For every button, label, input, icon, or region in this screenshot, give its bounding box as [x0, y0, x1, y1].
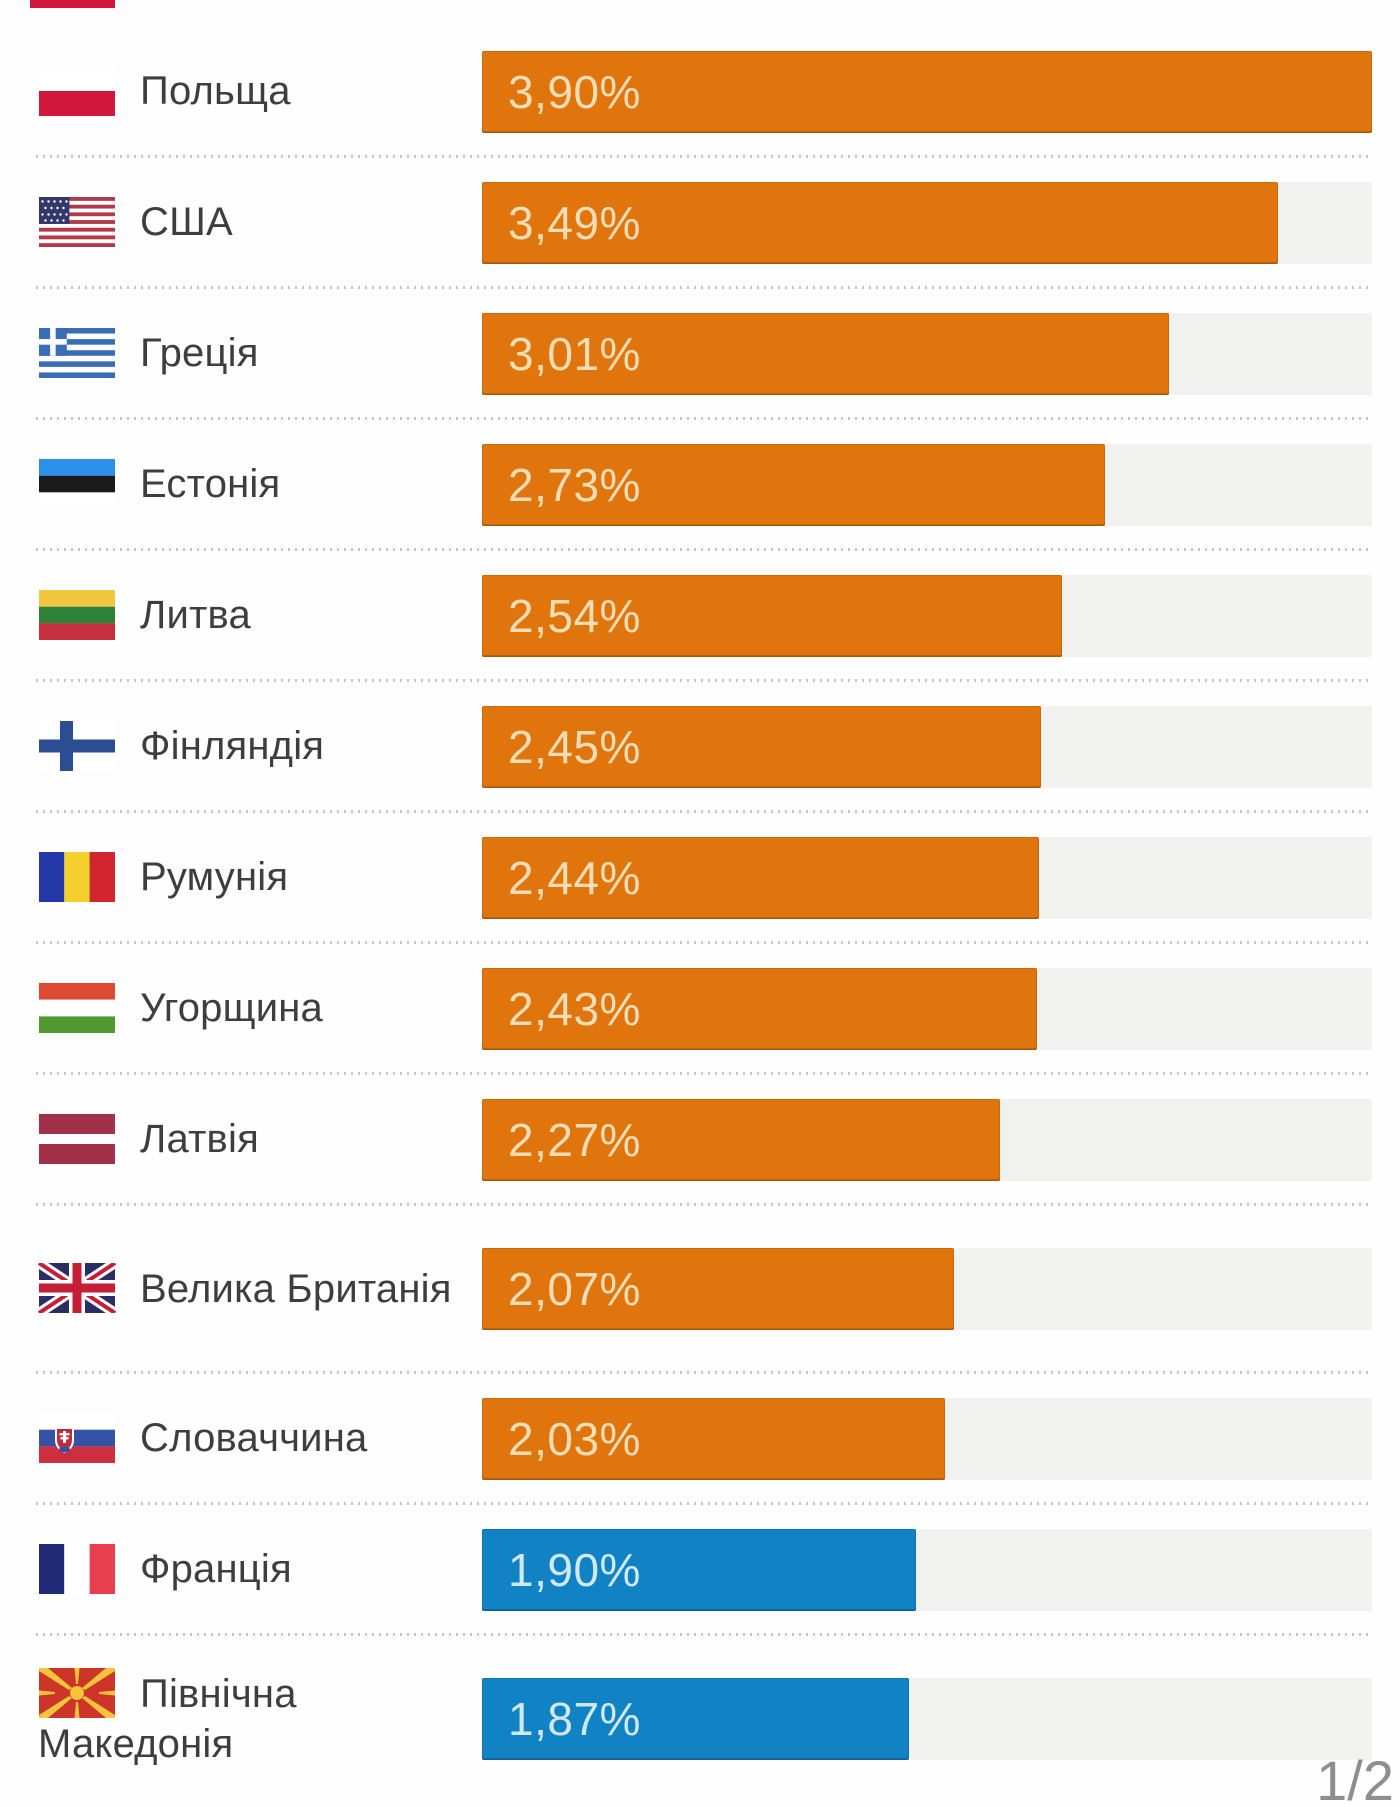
- country-label: Латвія: [0, 1113, 482, 1164]
- bar-track: 3,49%: [482, 181, 1372, 264]
- flag-estonia-icon: [39, 458, 115, 509]
- table-row: Північна Македонія 1,87%: [0, 1635, 1400, 1803]
- value-label: 1,87%: [508, 1693, 641, 1745]
- flag-uk-icon: [38, 1263, 116, 1314]
- country-name: Велика Британія: [140, 1266, 452, 1311]
- bar-track: 2,45%: [482, 705, 1372, 788]
- country-name: Франція: [140, 1547, 292, 1592]
- bar-track: 2,54%: [482, 574, 1372, 657]
- table-row: Угорщина 2,43%: [0, 943, 1400, 1075]
- bar-macedonia: 1,87%: [482, 1678, 909, 1760]
- flag-greece-icon: [39, 327, 115, 378]
- country-label: Північна Македонія: [0, 1668, 482, 1770]
- flag-lithuania-icon: [39, 589, 115, 640]
- table-row: Франція 1,90%: [0, 1504, 1400, 1636]
- country-name: Греція: [140, 331, 259, 376]
- value-label: 2,03%: [508, 1412, 641, 1465]
- value-label: 2,44%: [508, 851, 641, 904]
- bar-france: 1,90%: [482, 1528, 916, 1611]
- country-name: США: [140, 200, 233, 245]
- value-label: 2,43%: [508, 982, 641, 1035]
- table-row: Румунія 2,44%: [0, 812, 1400, 944]
- bar-track: 1,90%: [482, 1528, 1372, 1611]
- flag-romania-icon: [39, 851, 115, 902]
- country-label: Франція: [0, 1543, 482, 1594]
- flag-france-icon: [39, 1543, 115, 1594]
- table-row: Греція 3,01%: [0, 288, 1400, 420]
- country-name: Литва: [140, 593, 251, 638]
- country-name: Словаччина: [140, 1416, 368, 1461]
- country-name: Польща: [140, 69, 291, 114]
- value-label: 3,01%: [508, 327, 641, 380]
- flag-latvia-icon: [39, 1113, 115, 1164]
- value-label: 3,49%: [508, 196, 641, 249]
- country-label: Велика Британія: [0, 1263, 482, 1314]
- country-label: Угорщина: [0, 982, 482, 1033]
- bar-track: 2,44%: [482, 836, 1372, 919]
- table-row: Велика Британія 2,07%: [0, 1205, 1400, 1374]
- table-row: США 3,49%: [0, 157, 1400, 289]
- country-label: Словаччина: [0, 1412, 482, 1463]
- flag-poland-icon: [39, 65, 115, 116]
- bar-usa: 3,49%: [482, 181, 1279, 264]
- value-label: 2,07%: [508, 1263, 641, 1315]
- value-label: 2,45%: [508, 720, 641, 773]
- cropped-flag-fragment: [30, 0, 115, 8]
- bar-track: 2,07%: [482, 1248, 1372, 1330]
- country-name: Північна Македонія: [38, 1671, 297, 1766]
- country-name: Фінляндія: [140, 724, 325, 769]
- value-label: 1,90%: [508, 1543, 641, 1596]
- value-label: 2,73%: [508, 458, 641, 511]
- flag-hungary-icon: [39, 982, 115, 1033]
- country-label: Литва: [0, 589, 482, 640]
- value-label: 2,27%: [508, 1113, 641, 1166]
- flag-finland-icon: [39, 720, 115, 771]
- page-indicator: 1/2: [1316, 1749, 1394, 1807]
- bar-track: 2,73%: [482, 443, 1372, 526]
- country-label: Естонія: [0, 458, 482, 509]
- country-label: Фінляндія: [0, 720, 482, 771]
- value-label: 2,54%: [508, 589, 641, 642]
- bar-hungary: 2,43%: [482, 967, 1037, 1050]
- country-name: Естонія: [140, 462, 281, 507]
- bar-latvia: 2,27%: [482, 1098, 1001, 1181]
- value-label: 3,90%: [508, 65, 641, 118]
- country-label: США: [0, 196, 482, 247]
- country-name: Угорщина: [140, 986, 324, 1031]
- bar-track: 2,27%: [482, 1098, 1372, 1181]
- country-label: Греція: [0, 327, 482, 378]
- bar-track: 2,43%: [482, 967, 1372, 1050]
- bar-track: 1,87%: [482, 1678, 1372, 1760]
- country-name: Латвія: [140, 1117, 259, 1162]
- table-row: Фінляндія 2,45%: [0, 681, 1400, 813]
- flag-macedonia-icon: [39, 1668, 115, 1719]
- bar-estonia: 2,73%: [482, 443, 1105, 526]
- flag-usa-icon: [39, 196, 115, 247]
- country-label: Польща: [0, 65, 482, 116]
- flag-slovakia-icon: [39, 1412, 115, 1463]
- table-row: Естонія 2,73%: [0, 419, 1400, 551]
- bar-uk: 2,07%: [482, 1248, 955, 1330]
- table-row: Латвія 2,27%: [0, 1074, 1400, 1206]
- table-row: Польща 3,90%: [0, 26, 1400, 158]
- country-name: Румунія: [140, 855, 289, 900]
- bar-slovakia: 2,03%: [482, 1397, 946, 1480]
- table-row: Литва 2,54%: [0, 550, 1400, 682]
- bar-track: 2,03%: [482, 1397, 1372, 1480]
- bar-romania: 2,44%: [482, 836, 1039, 919]
- bar-track: 3,01%: [482, 312, 1372, 395]
- country-label: Румунія: [0, 851, 482, 902]
- bar-finland: 2,45%: [482, 705, 1042, 788]
- bar-greece: 3,01%: [482, 312, 1169, 395]
- table-row: Словаччина 2,03%: [0, 1373, 1400, 1505]
- bar-poland: 3,90%: [482, 50, 1372, 133]
- bar-lithuania: 2,54%: [482, 574, 1062, 657]
- bar-track: 3,90%: [482, 50, 1372, 133]
